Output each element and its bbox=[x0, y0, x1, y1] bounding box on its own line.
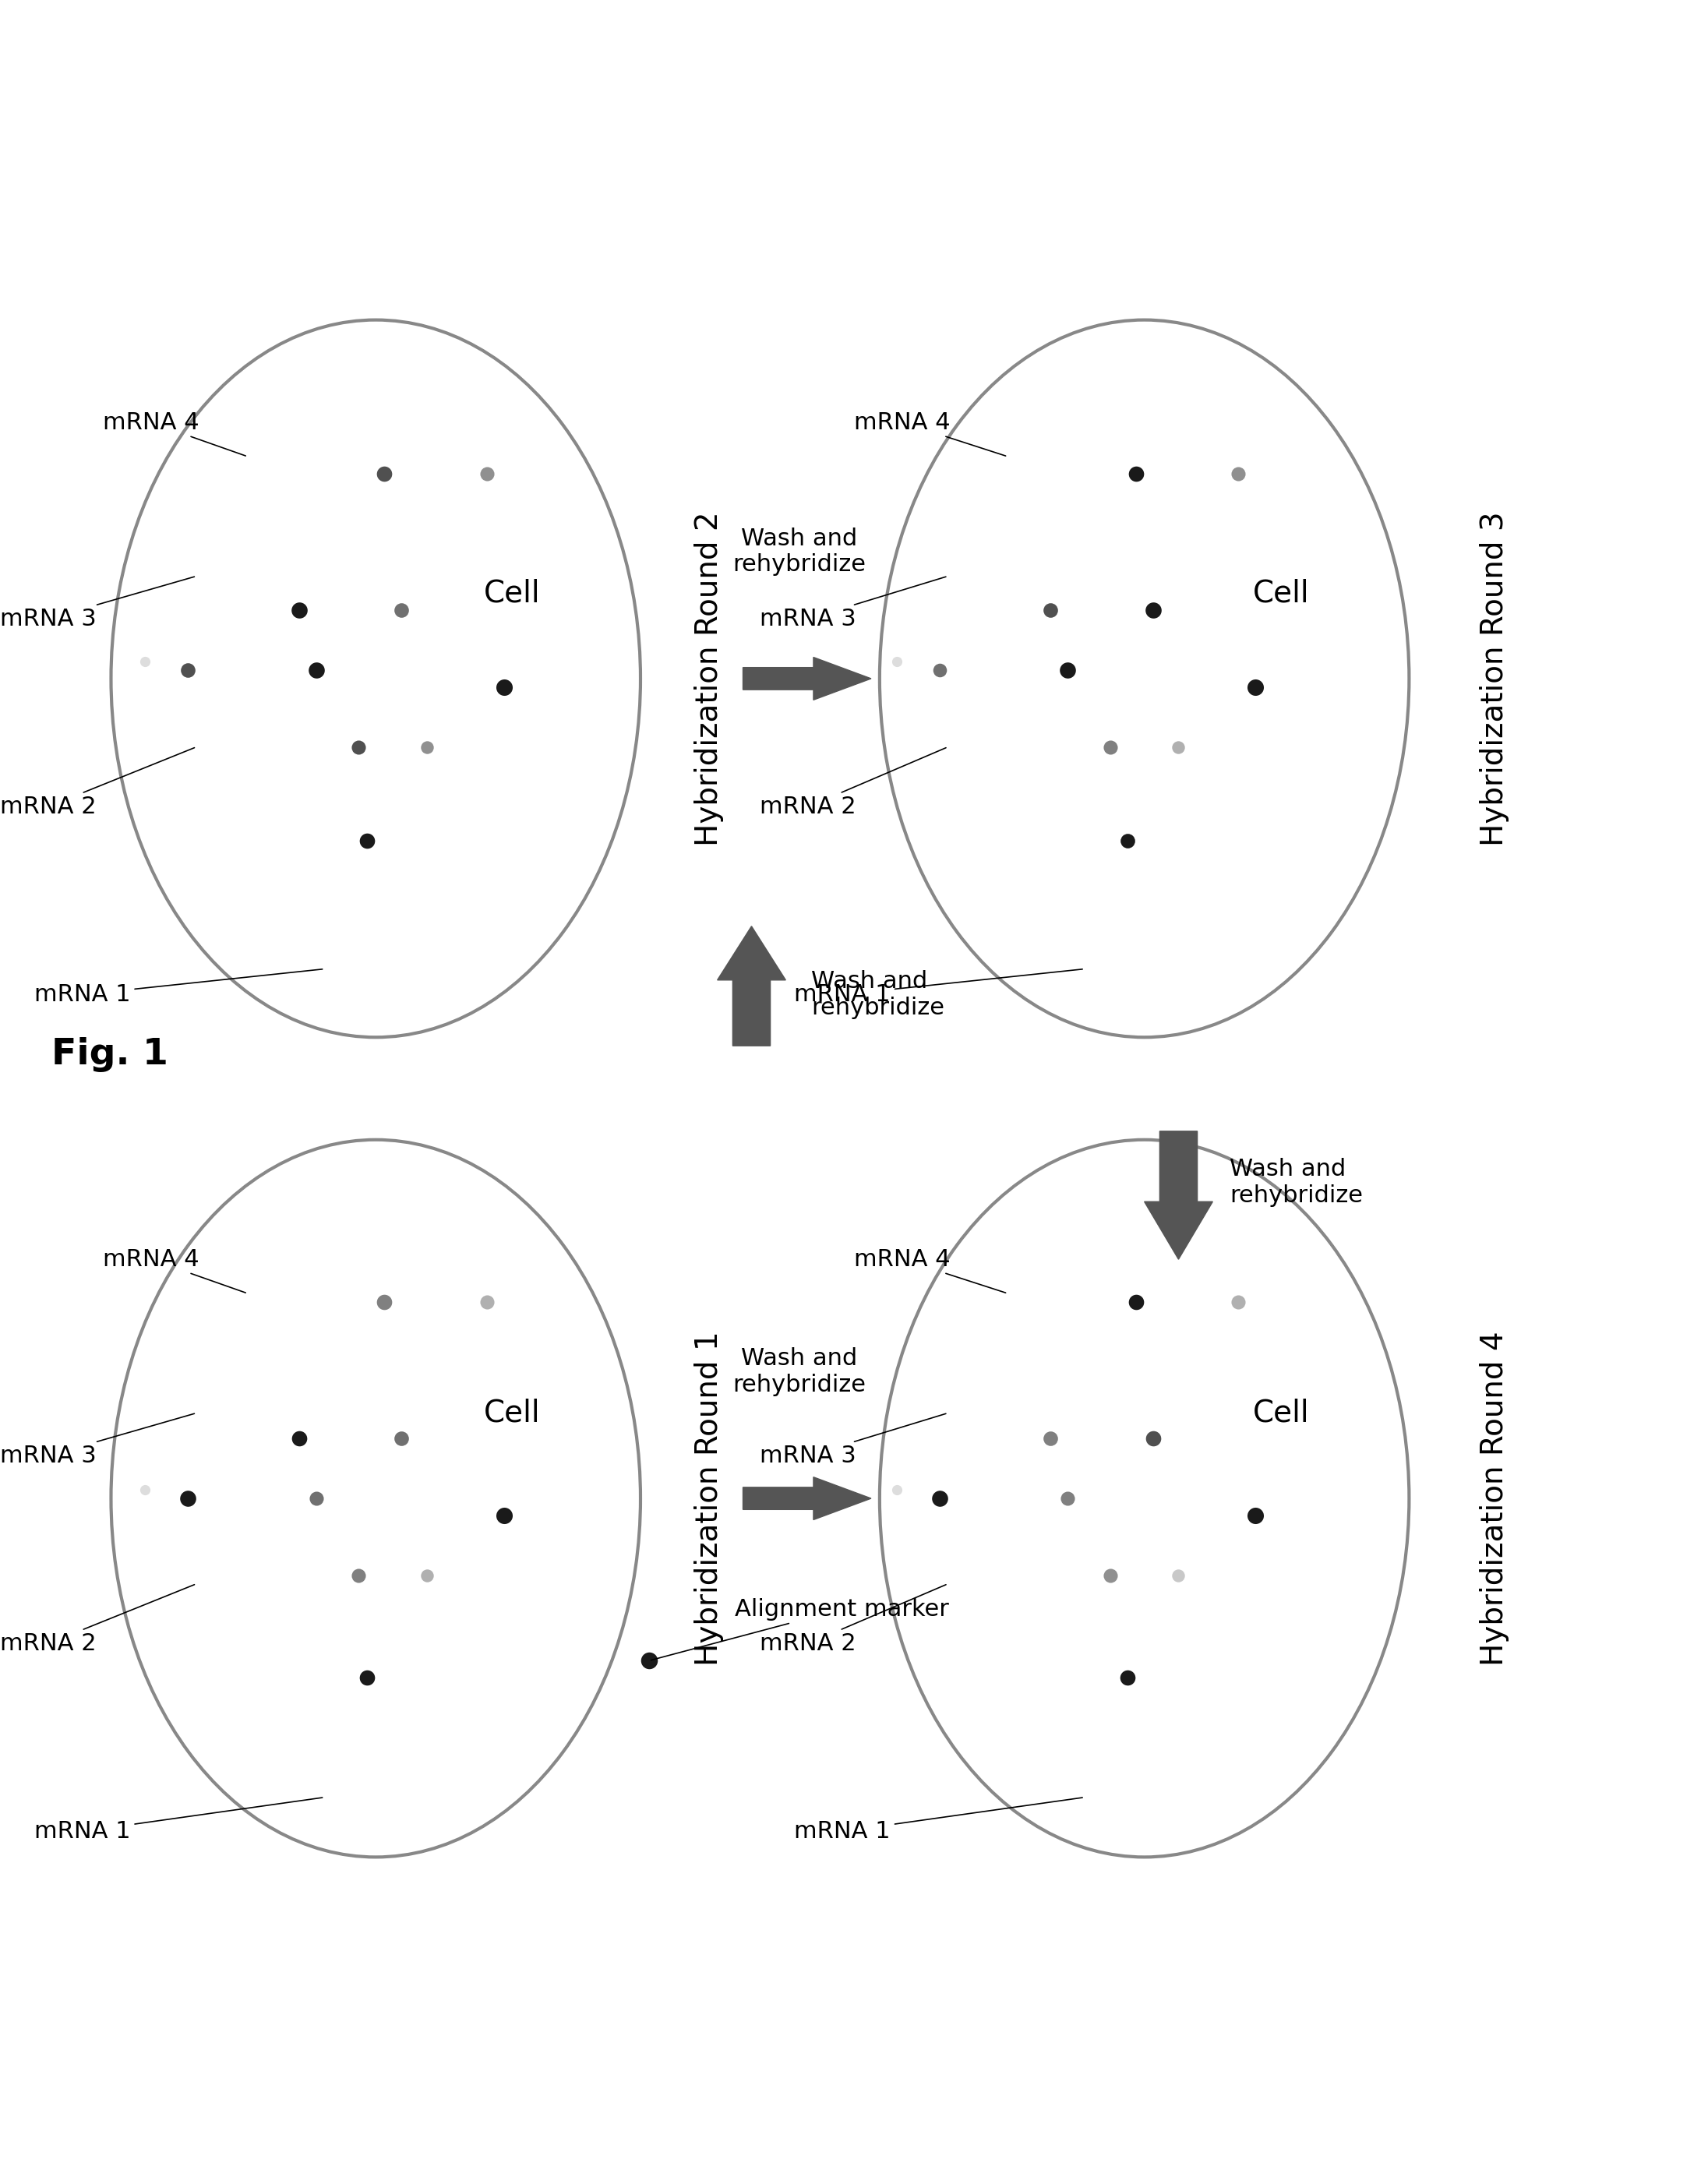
Text: mRNA 2: mRNA 2 bbox=[0, 1585, 195, 1655]
Text: Hybridization Round 1: Hybridization Round 1 bbox=[693, 1330, 724, 1665]
Text: Wash and
rehybridize: Wash and rehybridize bbox=[733, 1348, 866, 1395]
Point bbox=[132, 1472, 159, 1506]
Point bbox=[1054, 653, 1081, 688]
Text: mRNA 1: mRNA 1 bbox=[34, 969, 323, 1006]
Text: Fig. 1: Fig. 1 bbox=[51, 1036, 167, 1071]
Text: mRNA 1: mRNA 1 bbox=[794, 1798, 1083, 1842]
Text: Cell: Cell bbox=[483, 579, 541, 607]
Point bbox=[1165, 729, 1192, 764]
Point bbox=[302, 1480, 330, 1515]
Point bbox=[174, 653, 202, 688]
Text: Cell: Cell bbox=[1252, 579, 1310, 607]
Point bbox=[473, 1284, 500, 1319]
Polygon shape bbox=[717, 925, 786, 1045]
Text: mRNA 3: mRNA 3 bbox=[0, 1413, 195, 1467]
Polygon shape bbox=[743, 657, 871, 701]
Text: mRNA 3: mRNA 3 bbox=[760, 577, 946, 629]
Point bbox=[635, 1644, 663, 1678]
Text: mRNA 4: mRNA 4 bbox=[854, 411, 1006, 455]
Point bbox=[490, 1498, 518, 1533]
Point bbox=[1114, 1661, 1141, 1696]
Point bbox=[926, 653, 953, 688]
Text: Cell: Cell bbox=[1252, 1398, 1310, 1428]
Point bbox=[1097, 729, 1124, 764]
Point bbox=[1097, 1559, 1124, 1594]
Text: Wash and
rehybridize: Wash and rehybridize bbox=[1230, 1158, 1363, 1206]
Text: Wash and
rehybridize: Wash and rehybridize bbox=[733, 527, 866, 577]
Point bbox=[883, 1472, 910, 1506]
Text: mRNA 1: mRNA 1 bbox=[794, 969, 1083, 1006]
Point bbox=[926, 1480, 953, 1515]
Point bbox=[1122, 457, 1149, 492]
Text: mRNA 2: mRNA 2 bbox=[760, 747, 946, 819]
Point bbox=[1225, 457, 1252, 492]
Point bbox=[1037, 592, 1064, 627]
Point bbox=[388, 592, 415, 627]
Point bbox=[1225, 1284, 1252, 1319]
Text: Hybridization Round 2: Hybridization Round 2 bbox=[693, 512, 724, 847]
Point bbox=[1139, 592, 1167, 627]
Point bbox=[1054, 1480, 1081, 1515]
Text: mRNA 3: mRNA 3 bbox=[0, 577, 195, 629]
Point bbox=[285, 1422, 313, 1456]
Polygon shape bbox=[1144, 1132, 1213, 1258]
Point bbox=[490, 671, 518, 705]
Text: mRNA 4: mRNA 4 bbox=[102, 1247, 246, 1293]
Text: mRNA 2: mRNA 2 bbox=[760, 1585, 946, 1655]
Point bbox=[883, 644, 910, 679]
Point bbox=[1114, 823, 1141, 858]
Point bbox=[1242, 1498, 1269, 1533]
Text: mRNA 3: mRNA 3 bbox=[760, 1413, 946, 1467]
Point bbox=[302, 653, 330, 688]
Text: Hybridization Round 4: Hybridization Round 4 bbox=[1479, 1330, 1510, 1665]
Point bbox=[371, 1284, 398, 1319]
Polygon shape bbox=[743, 1476, 871, 1520]
Point bbox=[345, 729, 372, 764]
Point bbox=[473, 457, 500, 492]
Text: Cell: Cell bbox=[483, 1398, 541, 1428]
Point bbox=[1242, 671, 1269, 705]
Text: mRNA 4: mRNA 4 bbox=[102, 411, 246, 455]
Point bbox=[285, 592, 313, 627]
Point bbox=[1165, 1559, 1192, 1594]
Point bbox=[371, 457, 398, 492]
Point bbox=[1037, 1422, 1064, 1456]
Point bbox=[354, 1661, 381, 1696]
Text: Alignment marker: Alignment marker bbox=[651, 1598, 948, 1661]
Text: Wash and
rehybridize: Wash and rehybridize bbox=[811, 971, 945, 1019]
Point bbox=[354, 823, 381, 858]
Point bbox=[388, 1422, 415, 1456]
Point bbox=[413, 1559, 441, 1594]
Point bbox=[132, 644, 159, 679]
Point bbox=[413, 729, 441, 764]
Text: mRNA 2: mRNA 2 bbox=[0, 747, 195, 819]
Point bbox=[1139, 1422, 1167, 1456]
Point bbox=[174, 1480, 202, 1515]
Text: mRNA 4: mRNA 4 bbox=[854, 1247, 1006, 1293]
Point bbox=[345, 1559, 372, 1594]
Text: Hybridization Round 3: Hybridization Round 3 bbox=[1479, 512, 1510, 847]
Text: mRNA 1: mRNA 1 bbox=[34, 1798, 323, 1842]
Point bbox=[1122, 1284, 1149, 1319]
